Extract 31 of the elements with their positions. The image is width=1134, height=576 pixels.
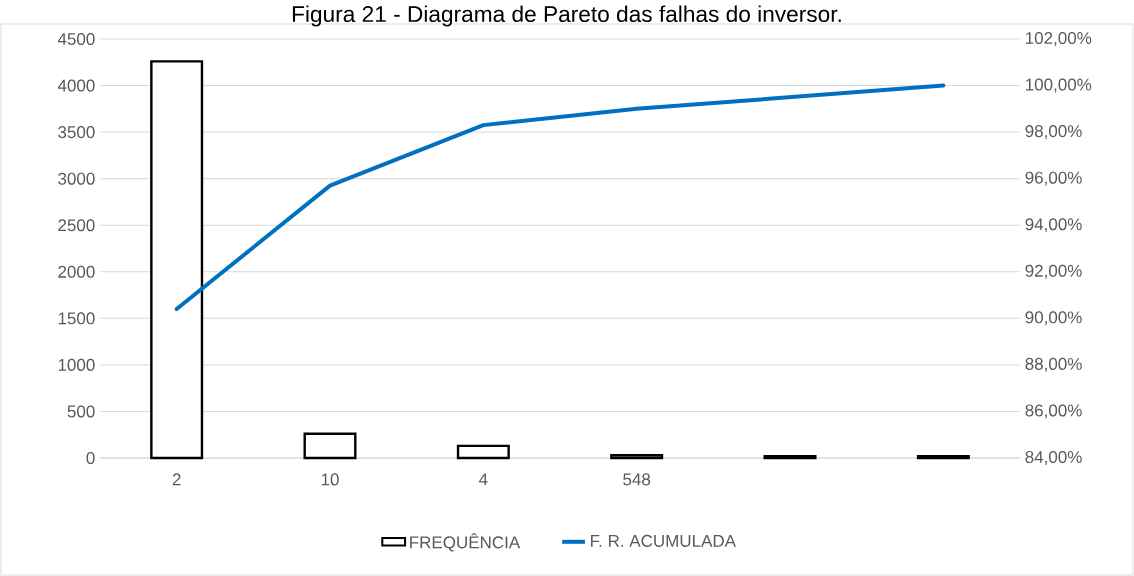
y-tick-label: 500 bbox=[67, 405, 95, 418]
y2-tick-label: 84,00% bbox=[1025, 450, 1082, 466]
y2-tick-label: 90,00% bbox=[1025, 311, 1082, 326]
bar bbox=[610, 454, 664, 460]
x-tick-label: 4 bbox=[479, 473, 488, 486]
x-tick-label: 548 bbox=[623, 473, 651, 486]
y-tick-label: 2500 bbox=[58, 219, 95, 232]
y2-tick-label: 94,00% bbox=[1025, 218, 1082, 233]
y2-tick-label: 96,00% bbox=[1025, 171, 1082, 186]
y-tick-label: 1500 bbox=[58, 312, 95, 325]
bar bbox=[456, 444, 510, 460]
x-tick-label: 10 bbox=[321, 473, 339, 486]
x-tick-label: 2 bbox=[172, 473, 181, 486]
y-tick-label: 3500 bbox=[58, 126, 95, 139]
y2-tick-label: 98,00% bbox=[1025, 125, 1082, 140]
legend-label: F. R. ACUMULADA bbox=[591, 534, 736, 547]
legend-label: FREQUÊNCIA bbox=[410, 533, 521, 552]
y-tick-label: 3000 bbox=[58, 172, 95, 185]
y-tick-label: 4000 bbox=[57, 79, 95, 92]
y-tick-label: 0 bbox=[86, 451, 95, 465]
bar bbox=[303, 432, 357, 460]
y-tick-label: 1000 bbox=[58, 358, 95, 371]
chart-title: Figura 21 - Diagrama de Pareto das falhas do inversor. bbox=[292, 5, 841, 27]
y-tick-label: 4500 bbox=[57, 32, 95, 46]
y2-tick-label: 102,00% bbox=[1026, 31, 1092, 47]
y2-tick-label: 88,00% bbox=[1025, 357, 1082, 372]
y2-tick-label: 100,00% bbox=[1026, 78, 1092, 93]
y2-tick-label: 92,00% bbox=[1025, 264, 1082, 279]
bar bbox=[150, 60, 204, 460]
y-tick-label: 2000 bbox=[58, 265, 95, 278]
y2-tick-label: 86,00% bbox=[1025, 404, 1082, 419]
